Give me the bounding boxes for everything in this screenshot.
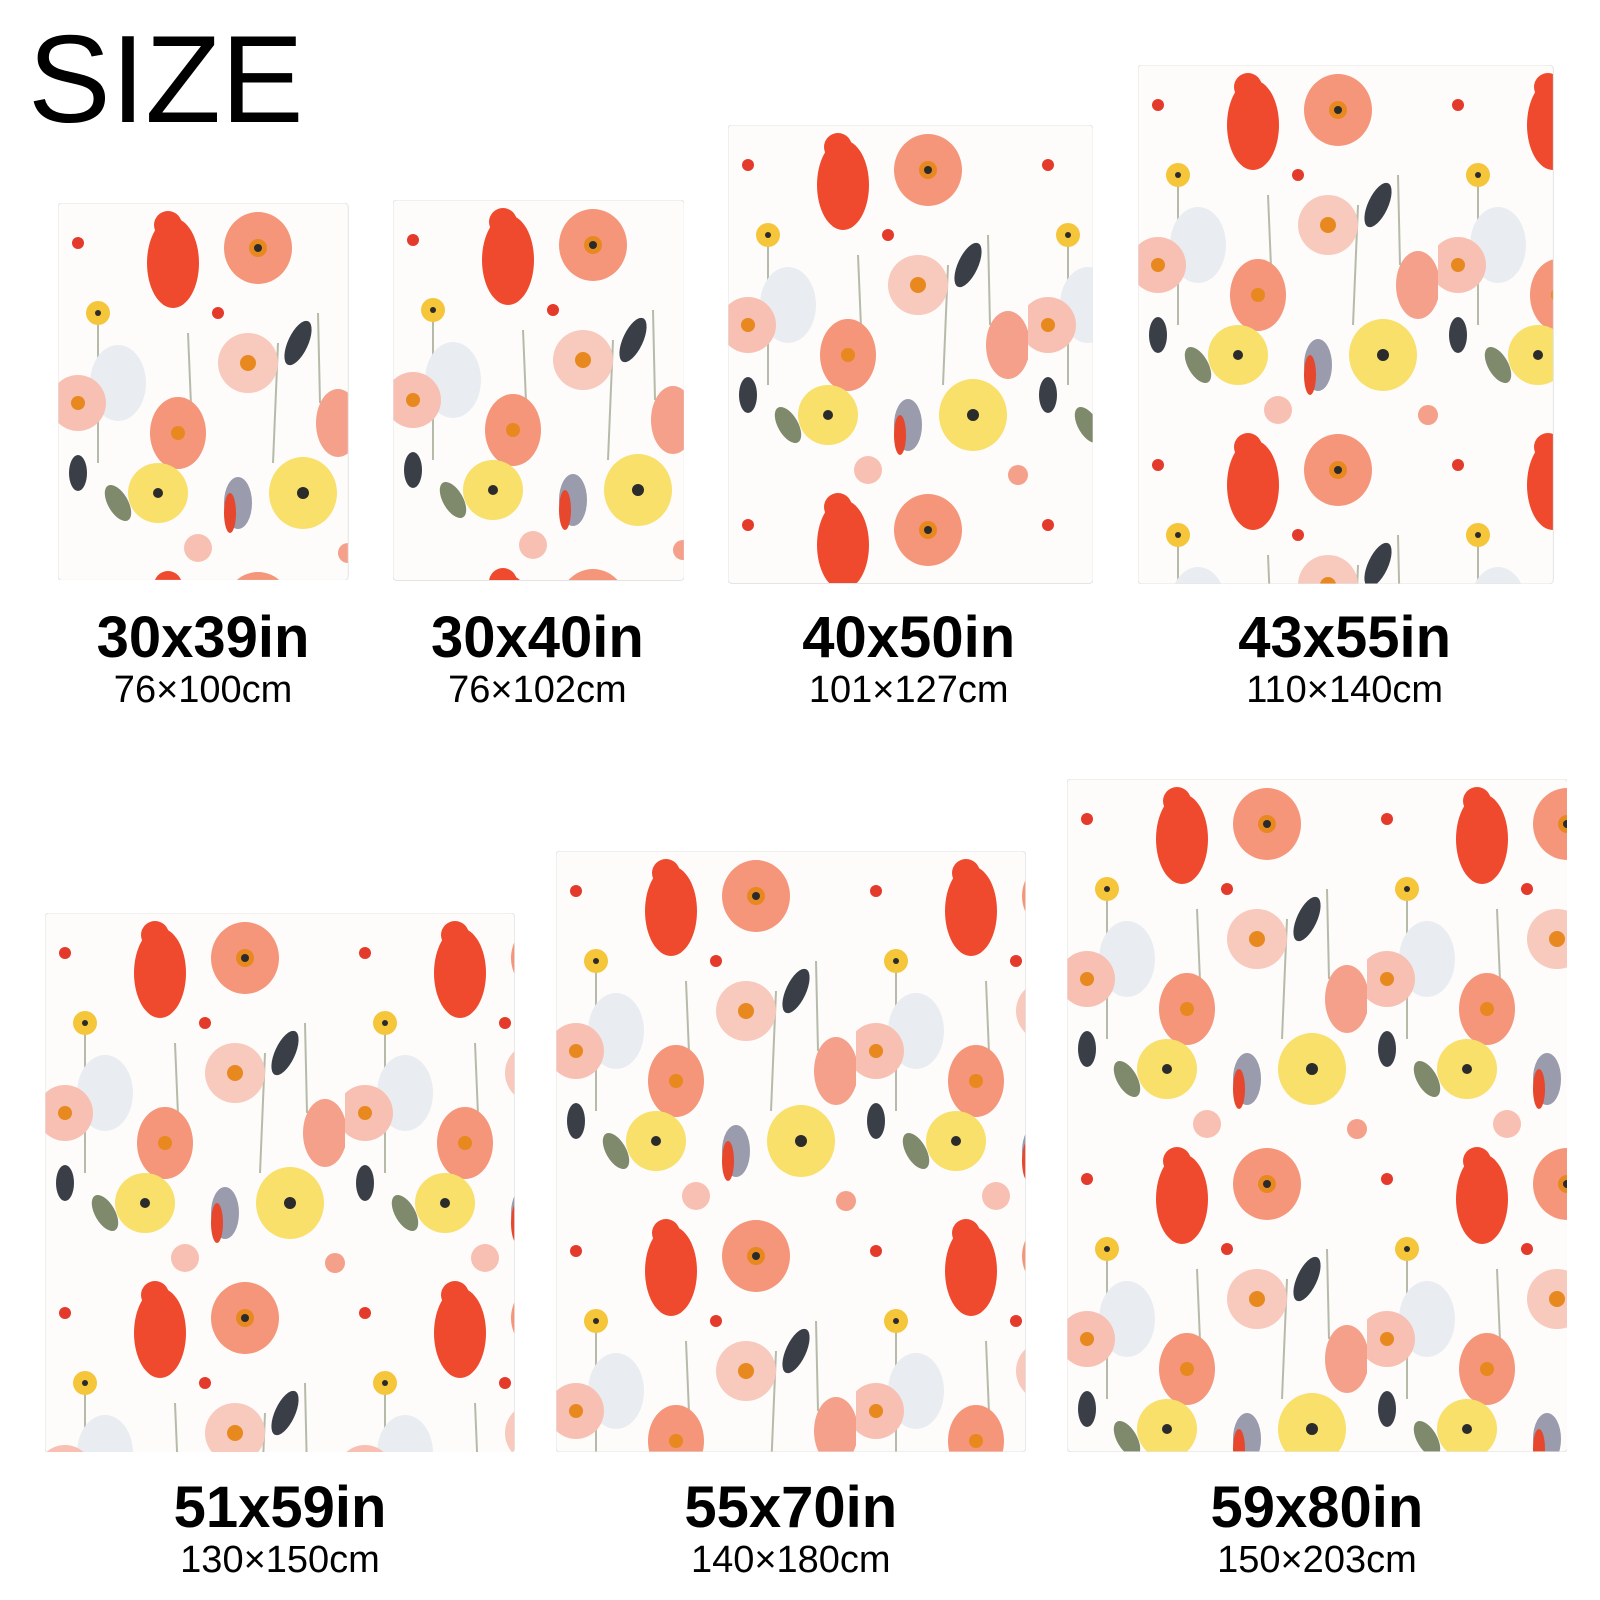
size-inches: 30x40in xyxy=(431,605,644,671)
size-cm: 110×140cm xyxy=(1246,669,1444,712)
blanket-image xyxy=(45,912,515,1453)
size-cm: 140×180cm xyxy=(690,1538,891,1581)
pattern-fill xyxy=(1066,779,1568,1453)
title: SIZE xyxy=(28,11,304,149)
blanket-image xyxy=(392,200,685,581)
size-inches: 51x59in xyxy=(173,1474,387,1540)
size-cm: 76×102cm xyxy=(448,669,627,712)
size-inches: 55x70in xyxy=(684,1474,898,1540)
size-cm: 76×100cm xyxy=(113,669,293,712)
pattern-fill xyxy=(728,125,1094,584)
pattern-fill xyxy=(392,200,685,581)
pattern-fill xyxy=(1138,64,1554,584)
blanket-image xyxy=(555,851,1026,1453)
blanket-image xyxy=(1066,779,1568,1453)
size-cm: 130×150cm xyxy=(180,1538,380,1581)
size-inches: 30x39in xyxy=(96,605,310,671)
blanket-image xyxy=(1138,64,1554,584)
size-cm: 101×127cm xyxy=(808,669,1009,712)
blanket-image xyxy=(728,125,1094,584)
blanket-image xyxy=(58,203,349,581)
pattern-fill xyxy=(58,203,349,581)
size-cm: 150×203cm xyxy=(1217,1538,1417,1581)
size-inches: 59x80in xyxy=(1210,1474,1424,1540)
pattern-fill xyxy=(555,851,1026,1453)
pattern-fill xyxy=(45,912,515,1453)
size-inches: 43x55in xyxy=(1238,605,1452,671)
size-inches: 40x50in xyxy=(802,605,1016,671)
